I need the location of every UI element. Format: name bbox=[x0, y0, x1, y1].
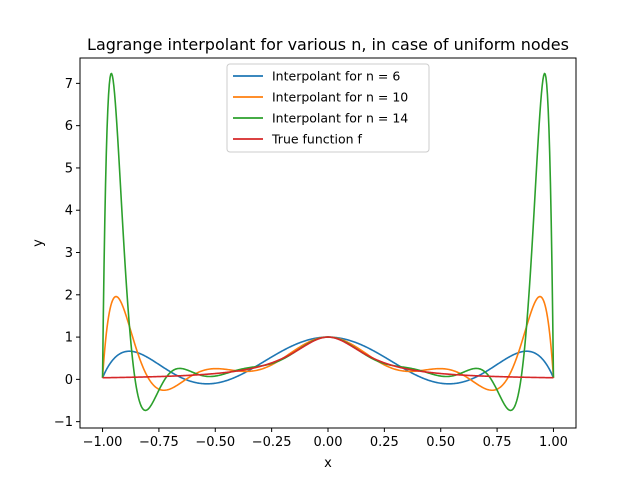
y-tick-label: 7 bbox=[65, 77, 73, 92]
legend-label-2: Interpolant for n = 10 bbox=[272, 90, 408, 105]
x-tick-label: −0.75 bbox=[139, 435, 179, 450]
legend-label-1: Interpolant for n = 6 bbox=[272, 69, 400, 84]
y-axis-label: y bbox=[31, 239, 46, 247]
x-tick-label: 1.00 bbox=[539, 435, 568, 450]
x-tick-label: −1.00 bbox=[83, 435, 123, 450]
x-tick-label: 0.50 bbox=[426, 435, 455, 450]
y-tick-label: 4 bbox=[65, 204, 73, 219]
y-tick-label: −1 bbox=[54, 415, 73, 430]
x-tick-label: 0.25 bbox=[370, 435, 399, 450]
y-tick-label: 0 bbox=[65, 373, 73, 388]
x-axis-label: x bbox=[324, 456, 332, 471]
y-tick-label: 1 bbox=[65, 331, 73, 346]
x-tick-label: −0.50 bbox=[195, 435, 235, 450]
plot-lines bbox=[101, 72, 555, 412]
series-line-4 bbox=[102, 336, 554, 379]
y-tick-label: 2 bbox=[65, 288, 73, 303]
legend: Interpolant for n = 6 Interpolant for n =… bbox=[226, 63, 430, 153]
legend-label-3: Interpolant for n = 14 bbox=[272, 111, 408, 126]
y-tick-label: 5 bbox=[65, 161, 73, 176]
y-tick-label: 3 bbox=[65, 246, 73, 261]
legend-label-4: True function f bbox=[271, 132, 363, 147]
x-axis-ticks: −1.00 −0.75 −0.50 −0.25 0.00 0.25 0.50 0.75 1.00 bbox=[83, 428, 568, 450]
chart-title: Lagrange interpolant for various n, in c… bbox=[87, 35, 569, 54]
x-tick-label: 0.75 bbox=[483, 435, 512, 450]
y-tick-label: 6 bbox=[65, 119, 73, 134]
x-tick-label: −0.25 bbox=[252, 435, 292, 450]
legend-box bbox=[226, 63, 430, 153]
y-axis-ticks: −1 0 1 2 3 4 5 6 7 bbox=[54, 77, 80, 430]
x-tick-label: 0.00 bbox=[314, 435, 343, 450]
